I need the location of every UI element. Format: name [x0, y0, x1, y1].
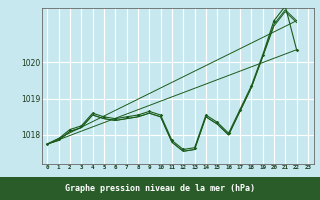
Text: Graphe pression niveau de la mer (hPa): Graphe pression niveau de la mer (hPa) [65, 184, 255, 193]
